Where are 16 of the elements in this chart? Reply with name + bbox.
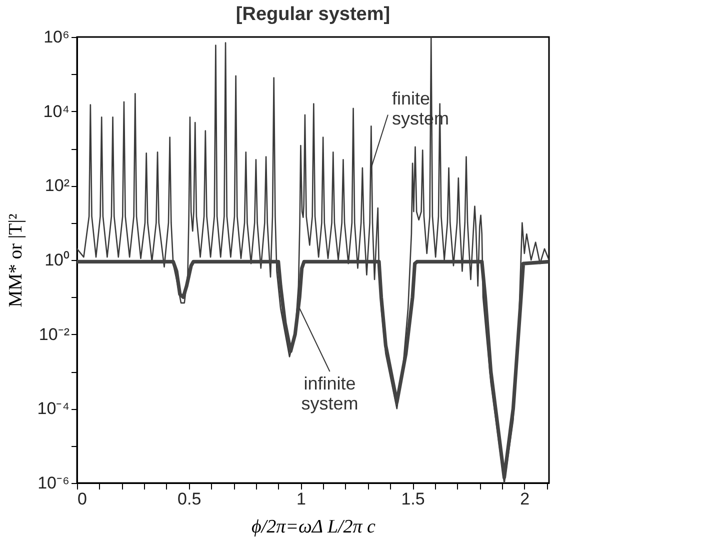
y-tick-label: 10⁴: [43, 102, 70, 121]
chart-title: [Regular system]: [236, 4, 390, 25]
x-tick-label: 1.5: [401, 490, 425, 508]
y-tick-label: 10⁶: [44, 28, 70, 46]
x-tick-label: 1: [296, 490, 306, 508]
x-axis-title: ϕ/2π=ωΔ L/2π c: [252, 516, 376, 538]
x-tick-label: 0.5: [178, 490, 202, 508]
y-axis-title: MM* or |T|²: [5, 213, 26, 308]
x-tick-label: 2: [520, 490, 530, 508]
y-tick-label: 10⁰: [44, 250, 70, 270]
annotation: infinite system: [301, 374, 358, 414]
y-tick-label: 10⁻⁴: [37, 399, 70, 418]
x-tick-label: 0: [78, 490, 87, 508]
y-tick-label: 10²: [44, 176, 70, 196]
y-tick-label: 10⁻²: [38, 324, 70, 344]
y-tick-label: 10⁻⁶: [38, 474, 70, 492]
